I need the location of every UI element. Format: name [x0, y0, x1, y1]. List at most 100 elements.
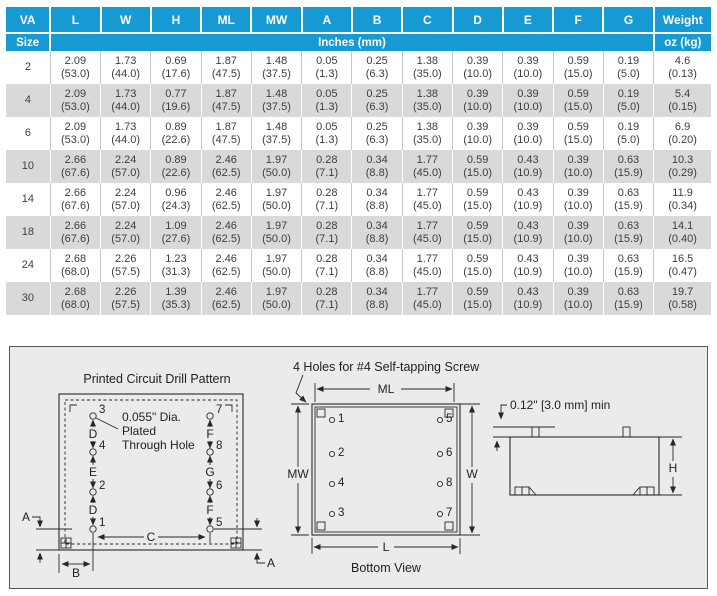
- dim-inches: 2.09: [64, 54, 87, 67]
- dim-cell: 0.43 (10.9): [502, 183, 554, 216]
- weight-cell: 11.9 (0.34): [653, 183, 711, 216]
- dim-mm: (62.5): [211, 199, 241, 212]
- bottom-view-figure: 4 Holes for #4 Self-tapping Screw ML: [287, 360, 480, 575]
- subheader-size: Size: [6, 33, 52, 51]
- dim-mm: (45.0): [412, 298, 442, 311]
- dim-a-left: A: [22, 510, 72, 563]
- dim-mm: (8.8): [365, 298, 389, 311]
- dim-label-a: A: [22, 510, 30, 524]
- weight-kg: (0.58): [668, 298, 697, 311]
- dim-cell: 1.87 (47.5): [201, 51, 252, 84]
- hole-label: 1: [99, 517, 105, 529]
- dim-cell: 0.19 (5.0): [603, 117, 655, 150]
- hole-label: 7: [216, 404, 222, 416]
- dim-inches: 2.46: [215, 153, 237, 166]
- dim-cell: 0.39 (10.0): [553, 249, 604, 282]
- weight-cell: 4.6 (0.13): [653, 51, 711, 84]
- dim-mm: (1.3): [315, 100, 339, 113]
- pin-label: 2: [338, 447, 344, 459]
- dim-mm: (8.8): [365, 166, 389, 179]
- dim-mm: (1.3): [315, 67, 339, 80]
- dim-mm: (10.0): [513, 133, 543, 146]
- dim-cell: 0.39 (10.0): [502, 84, 554, 117]
- dim-cell: 0.34 (8.8): [351, 183, 403, 216]
- mechanical-drawing: Printed Circuit Drill Pattern: [22, 360, 682, 580]
- dim-cell: 0.28 (7.1): [301, 282, 353, 315]
- pin-label: 3: [338, 507, 344, 519]
- pin-label: 6: [446, 447, 452, 459]
- dim-inches: 0.63: [617, 219, 640, 232]
- pcb-figure-title: Printed Circuit Drill Pattern: [83, 372, 230, 386]
- dim-cell: 0.25 (6.3): [351, 51, 403, 84]
- dim-mm: (44.0): [111, 67, 141, 80]
- dim-inches: 0.69: [165, 54, 187, 67]
- dim-inches: 2.66: [64, 219, 87, 232]
- dim-inches: 0.34: [366, 153, 388, 166]
- dim-mm: (50.0): [262, 166, 291, 179]
- col-header-a: A: [301, 7, 353, 34]
- dim-label-f: F: [206, 503, 213, 517]
- table-row: 4 2.09 (53.0) 1.73 (44.0) 0.77 (19.6) 1.87 (47.5…: [6, 84, 711, 117]
- dim-cell: 1.39 (35.3): [150, 282, 202, 315]
- dim-cell: 0.28 (7.1): [301, 216, 353, 249]
- weight-cell: 6.9 (0.20): [653, 117, 711, 150]
- foot-right: [632, 486, 655, 496]
- bottom-view-left-pins: 1 2 4 3: [328, 413, 345, 519]
- screw-holes-callout: 4 Holes for #4 Self-tapping Screw: [293, 360, 480, 374]
- dim-inches: 0.63: [617, 186, 640, 199]
- dim-cell: 2.46 (62.5): [201, 216, 252, 249]
- dim-mm: (67.6): [61, 232, 90, 245]
- dim-inches: 0.59: [466, 285, 489, 298]
- dim-inches: 0.28: [316, 285, 338, 298]
- pin-length-note: 0.12" [3.0 mm] min: [510, 398, 610, 412]
- side-view-figure: 0.12" [3.0 mm] min: [493, 398, 682, 496]
- dim-inches: 0.19: [617, 87, 640, 100]
- dim-cell: 0.63 (15.9): [603, 216, 655, 249]
- dim-cell: 0.28 (7.1): [301, 150, 353, 183]
- weight-kg: (0.15): [668, 100, 697, 113]
- weight-cell: 14.1 (0.40): [653, 216, 711, 249]
- dim-mm: (5.0): [617, 133, 640, 146]
- dim-cell: 0.39 (10.0): [452, 84, 504, 117]
- dim-mm: (10.9): [513, 199, 543, 212]
- hole-label: 4: [99, 440, 106, 452]
- dim-cell: 0.43 (10.9): [502, 150, 554, 183]
- dim-mm: (10.9): [513, 298, 543, 311]
- dim-cell: 1.38 (35.0): [402, 117, 454, 150]
- dim-mm: (7.1): [315, 265, 339, 278]
- weight-oz: 6.9: [674, 120, 691, 133]
- hole-label: 6: [216, 480, 222, 492]
- dim-cell: 0.43 (10.9): [502, 249, 554, 282]
- dim-inches: 0.59: [466, 219, 489, 232]
- dim-inches: 0.39: [567, 285, 589, 298]
- dim-cell: 2.24 (57.0): [100, 183, 152, 216]
- weight-kg: (0.40): [668, 232, 697, 245]
- dim-cell: 1.97 (50.0): [251, 216, 303, 249]
- dim-inches: 0.19: [617, 120, 640, 133]
- weight-cell: 5.4 (0.15): [653, 84, 711, 117]
- hole-label: 5: [216, 517, 222, 529]
- dim-mm: (45.0): [412, 166, 442, 179]
- dimensions-table: VA L W H ML MW A B C D E F G Weight Size…: [6, 7, 711, 315]
- mechanical-drawing-panel: Printed Circuit Drill Pattern: [9, 346, 708, 589]
- dim-mm: (10.0): [513, 67, 543, 80]
- dim-mm: (10.0): [563, 199, 593, 212]
- dim-inches: 0.43: [517, 186, 539, 199]
- dim-mm: (8.8): [365, 232, 389, 245]
- dim-mm: (5.0): [617, 100, 640, 113]
- col-header-h: H: [150, 7, 203, 34]
- subheader-weight-units: oz (kg): [653, 33, 711, 51]
- dim-mm: (19.6): [161, 100, 191, 113]
- dim-cell: 1.48 (37.5): [251, 51, 303, 84]
- dim-cell: 1.73 (44.0): [100, 117, 152, 150]
- dim-mm: (68.0): [61, 265, 90, 278]
- dim-cell: 0.63 (15.9): [603, 183, 655, 216]
- col-header-d: D: [452, 7, 504, 34]
- plated-hole-note: 0.055" Dia. Plated Through Hole: [95, 410, 195, 452]
- table-row: 10 2.66 (67.6) 2.24 (57.0) 0.89 (22.6) 2.46 (62.…: [6, 150, 711, 183]
- dim-cell: 1.38 (35.0): [402, 51, 454, 84]
- page: VA L W H ML MW A B C D E F G Weight Size…: [0, 7, 717, 589]
- size-cell: 2: [6, 51, 51, 84]
- pin-label: 7: [446, 507, 452, 519]
- dim-mm: (47.5): [211, 67, 241, 80]
